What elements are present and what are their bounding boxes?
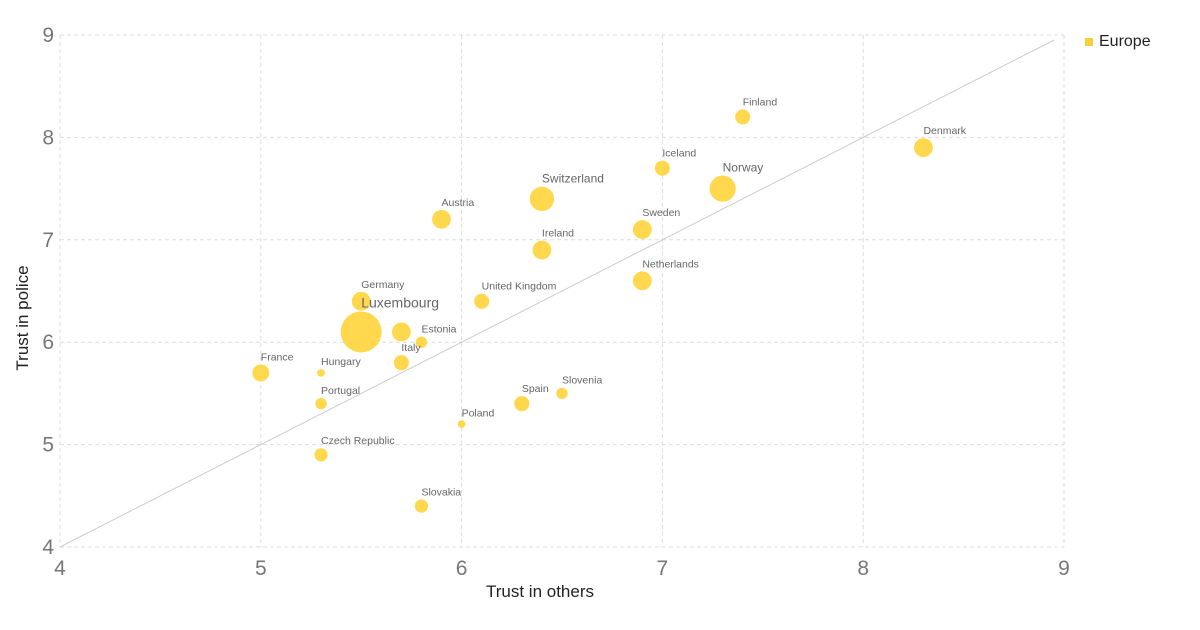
point-label: Germany <box>361 279 405 291</box>
y-tick-label: 4 <box>42 536 54 559</box>
point-label: Austria <box>442 197 475 209</box>
data-point <box>414 499 429 513</box>
data-point <box>457 420 466 428</box>
y-axis-title: Trust in police <box>13 265 32 370</box>
data-point <box>315 397 327 410</box>
axis-ticks: 4 5 6 7 8 9 4 5 6 7 8 9 <box>42 24 1070 580</box>
x-tick-label: 7 <box>657 557 669 580</box>
point-label: Italy <box>401 342 421 354</box>
data-point <box>474 293 490 309</box>
data-points <box>252 109 933 513</box>
point-label: Norway <box>723 161 764 175</box>
data-point <box>632 271 652 291</box>
data-point <box>529 186 555 212</box>
data-point <box>914 138 933 158</box>
point-label: Netherlands <box>642 258 699 270</box>
y-tick-label: 9 <box>42 24 54 47</box>
data-point <box>317 369 325 377</box>
data-point <box>252 364 270 382</box>
data-point <box>393 355 409 371</box>
legend: Europe <box>1085 33 1151 51</box>
point-label: Sweden <box>642 207 680 219</box>
x-tick-label: 6 <box>456 557 468 580</box>
x-axis-title: Trust in others <box>486 582 594 601</box>
point-label: Luxembourg <box>361 294 439 310</box>
y-tick-label: 5 <box>42 434 54 457</box>
x-tick-label: 8 <box>857 557 869 580</box>
point-label: Spain <box>522 383 549 395</box>
point-labels: Finland Denmark Iceland Norway Switzerland Au… <box>261 96 967 498</box>
y-tick-label: 8 <box>42 126 54 149</box>
point-label: Switzerland <box>542 172 604 186</box>
x-tick-label: 4 <box>54 557 66 580</box>
data-point <box>632 220 652 239</box>
data-point <box>709 175 736 202</box>
data-point <box>735 109 751 125</box>
x-tick-label: 5 <box>255 557 267 580</box>
grid <box>59 34 1065 548</box>
data-point <box>314 448 328 462</box>
data-point <box>340 311 382 353</box>
point-label: Hungary <box>321 356 361 368</box>
point-label: Denmark <box>923 125 966 137</box>
x-tick-label: 9 <box>1058 557 1070 580</box>
point-label: Czech Republic <box>321 435 395 447</box>
data-point <box>415 336 428 348</box>
data-point <box>514 396 530 412</box>
data-point <box>654 160 670 176</box>
point-label: Iceland <box>662 148 696 160</box>
point-label: Slovenia <box>562 375 602 387</box>
legend-swatch-europe <box>1085 38 1093 46</box>
legend-label-europe: Europe <box>1099 33 1151 50</box>
y-tick-label: 6 <box>42 331 54 354</box>
point-label: Slovakia <box>421 486 461 498</box>
data-point <box>432 209 451 229</box>
point-label: Portugal <box>321 385 360 397</box>
data-point <box>351 291 371 311</box>
reference-line <box>59 39 1055 548</box>
point-label: Estonia <box>421 324 456 336</box>
point-label: France <box>261 351 294 363</box>
y-tick-label: 7 <box>42 229 54 252</box>
point-label: Ireland <box>542 228 574 240</box>
point-label: Finland <box>743 96 778 108</box>
data-point <box>532 240 552 260</box>
point-label: Poland <box>462 407 495 419</box>
data-point <box>556 387 568 400</box>
point-label: United Kingdom <box>482 281 557 293</box>
data-point <box>391 322 411 342</box>
